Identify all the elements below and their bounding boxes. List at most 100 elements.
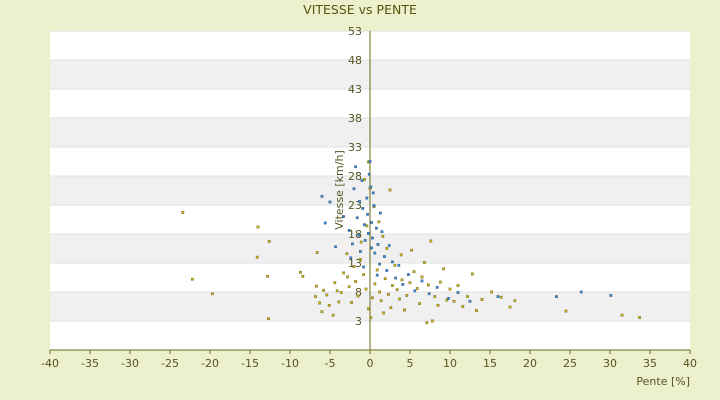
data-point — [410, 248, 413, 252]
data-point — [408, 281, 412, 285]
data-point — [394, 276, 397, 280]
x-tick-label: -5 — [325, 357, 336, 370]
data-point — [359, 240, 363, 244]
data-point — [363, 223, 366, 227]
data-point — [564, 309, 568, 313]
data-point — [448, 287, 452, 291]
data-point — [358, 200, 361, 203]
data-point — [211, 292, 214, 296]
data-point — [364, 287, 368, 291]
x-tick-label: -15 — [241, 357, 259, 370]
data-point — [359, 258, 362, 261]
y-tick-label: 13 — [348, 257, 362, 270]
data-point — [371, 296, 374, 300]
data-point — [420, 275, 424, 279]
data-point — [314, 295, 317, 298]
data-point — [427, 292, 431, 296]
y-tick-label: 18 — [348, 228, 362, 241]
data-point — [398, 297, 401, 301]
data-point — [357, 233, 361, 237]
x-tick-label: -10 — [281, 357, 299, 370]
data-point — [447, 297, 450, 300]
data-point — [359, 250, 362, 253]
data-point — [318, 301, 321, 305]
data-point — [370, 246, 373, 250]
data-point — [425, 321, 429, 325]
y-tick-label: 3 — [355, 315, 362, 328]
data-point — [301, 274, 305, 278]
data-point — [400, 278, 404, 282]
data-point — [366, 212, 369, 216]
data-point — [367, 172, 371, 176]
x-tick-label: -30 — [121, 357, 139, 370]
tick-labels: -40 -35 -30 -25 -20 -15 -10 -5 0 5 10 15 20 25 30 35 40 3… — [41, 25, 697, 370]
data-point — [345, 252, 349, 256]
data-point — [315, 284, 318, 288]
data-point — [377, 220, 381, 224]
data-point — [371, 236, 374, 240]
data-point — [378, 262, 381, 266]
x-axis-label: Pente [%] — [636, 375, 690, 388]
data-point — [387, 292, 390, 296]
data-point — [375, 273, 379, 277]
x-tick-label: 20 — [523, 357, 537, 370]
data-point — [471, 272, 474, 276]
data-point — [372, 204, 376, 207]
data-point — [355, 216, 359, 220]
data-point — [395, 288, 399, 292]
data-points — [181, 160, 641, 325]
x-tick-label: 35 — [643, 357, 657, 370]
data-point — [373, 251, 377, 255]
data-point — [363, 178, 366, 181]
data-point — [393, 263, 397, 267]
data-point — [490, 290, 493, 294]
data-point — [513, 299, 517, 303]
data-point — [325, 293, 329, 297]
data-point — [381, 234, 385, 238]
x-tick-label: 40 — [683, 357, 697, 370]
y-tick-label: 8 — [355, 286, 362, 299]
data-point — [379, 211, 382, 215]
y-tick-label: 48 — [348, 54, 362, 67]
data-point — [369, 316, 373, 319]
data-point — [418, 302, 421, 305]
x-tick-label: -20 — [201, 357, 219, 370]
data-point — [433, 295, 437, 298]
data-point — [413, 289, 417, 293]
data-point — [347, 285, 351, 289]
data-point — [399, 253, 403, 257]
data-point — [367, 307, 370, 311]
data-point — [382, 311, 385, 315]
data-point — [442, 267, 445, 271]
data-point — [388, 188, 392, 192]
data-point — [320, 310, 324, 314]
data-point — [266, 274, 269, 278]
data-point — [352, 265, 356, 268]
data-point — [427, 283, 430, 287]
data-point — [609, 294, 613, 297]
data-point — [335, 289, 339, 293]
data-point — [403, 308, 406, 312]
data-point — [323, 221, 327, 225]
x-tick-label: -25 — [161, 357, 179, 370]
data-point — [327, 303, 331, 307]
data-point — [456, 284, 460, 287]
x-tick-label: -35 — [81, 357, 99, 370]
data-point — [370, 221, 373, 224]
chart-title: VITESSE vs PENTE — [303, 2, 417, 17]
data-point — [371, 191, 375, 195]
data-point — [363, 239, 367, 242]
data-point — [333, 281, 337, 285]
data-point — [256, 225, 260, 229]
data-point — [461, 305, 465, 308]
data-point — [181, 211, 185, 214]
data-point — [407, 273, 410, 276]
data-point — [369, 185, 373, 189]
data-point — [322, 288, 325, 292]
data-point — [328, 200, 332, 204]
data-point — [620, 313, 624, 317]
data-point — [191, 277, 194, 281]
data-point — [439, 280, 442, 284]
data-point — [375, 268, 379, 272]
data-point — [375, 226, 378, 230]
